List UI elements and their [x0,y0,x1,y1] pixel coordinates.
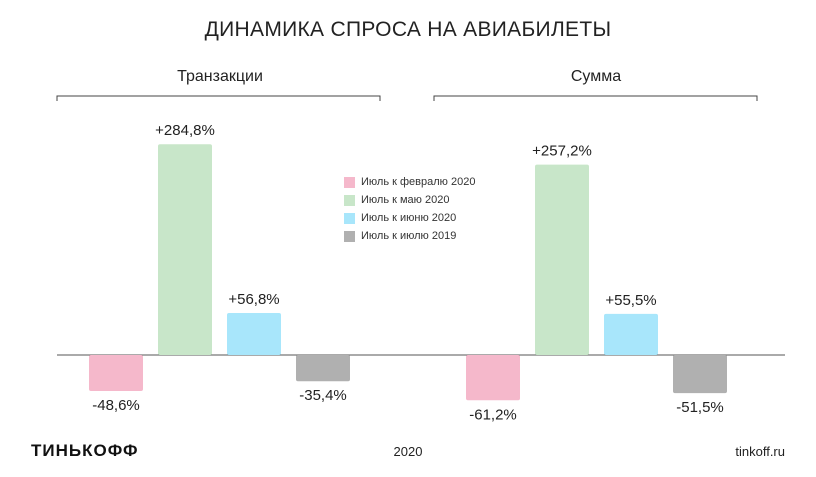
bar-transactions-june [227,312,281,355]
legend-item-may: Июль к маю 2020 [344,191,475,209]
footer-site-link[interactable]: tinkoff.ru [735,444,785,459]
bar-transactions-july [296,355,350,382]
data-label-sum-feb: -61,2% [469,406,517,423]
group-title-transactions: Транзакции [177,68,263,85]
data-label-transactions-june: +56,8% [228,291,279,308]
legend-item-feb: Июль к февралю 2020 [344,173,475,191]
bar-transactions-may [158,144,212,355]
data-label-sum-may: +257,2% [532,143,592,160]
bracket-sum [433,95,758,101]
legend-item-june: Июль к июню 2020 [344,209,475,227]
data-label-sum-july: -51,5% [676,399,724,416]
legend-label-june: Июль к июню 2020 [361,212,457,224]
data-label-transactions-july: -35,4% [299,387,347,404]
legend-swatch-feb [344,176,355,188]
data-label-transactions-feb: -48,6% [92,397,140,414]
bar-sum-feb [466,355,520,401]
legend-swatch-june [344,212,355,224]
data-label-transactions-may: +284,8% [155,122,215,139]
data-label-sum-june: +55,5% [605,292,656,309]
legend-swatch-may [344,194,355,206]
chart-title: ДИНАМИКА СПРОСА НА АВИАБИЛЕТЫ [204,18,612,41]
bar-transactions-feb [89,355,143,391]
bar-sum-june [604,313,658,355]
legend: Июль к февралю 2020 Июль к маю 2020 Июль… [344,173,475,245]
legend-label-may: Июль к маю 2020 [361,194,450,206]
bar-sum-may [535,164,589,355]
legend-label-feb: Июль к февралю 2020 [361,176,476,188]
legend-item-july: Июль к июлю 2019 [344,227,475,245]
legend-swatch-july [344,230,355,242]
group-title-sum: Сумма [570,68,622,85]
footer-year: 2020 [393,444,423,459]
bar-sum-july [673,355,727,394]
brand-logo: ТИНЬКОФФ [31,441,139,460]
legend-label-july: Июль к июлю 2019 [361,230,457,242]
bracket-transactions [56,95,381,101]
